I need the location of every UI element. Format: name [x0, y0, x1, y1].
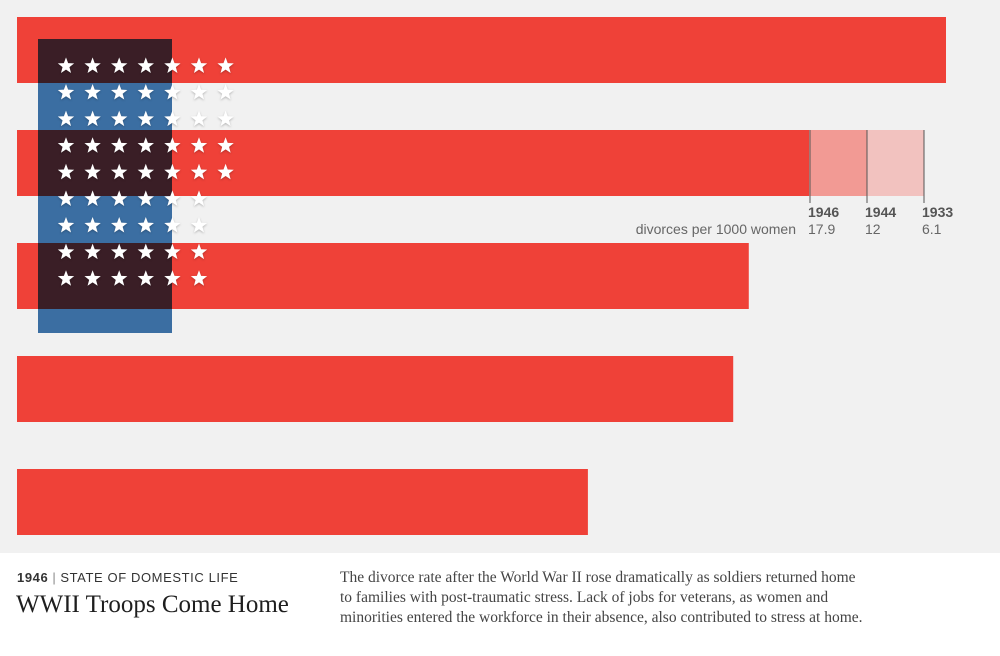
- legend-segment-1933: [867, 130, 924, 196]
- star-icon: [84, 217, 101, 233]
- star-icon: [217, 137, 234, 153]
- star-icon: [137, 163, 154, 180]
- star-icon: [164, 84, 181, 100]
- legend-label: divorces per 1000 women: [636, 221, 796, 237]
- star-icon: [164, 217, 181, 233]
- legend-value: 12: [865, 221, 881, 237]
- caption-body: The divorce rate after the World War II …: [340, 568, 990, 628]
- star-icon: [111, 137, 128, 153]
- star-icon: [164, 270, 181, 286]
- star-icon: [137, 57, 154, 73]
- star-icon: [190, 84, 208, 100]
- star-icon: [164, 137, 181, 153]
- kicker-category: STATE OF DOMESTIC LIFE: [60, 570, 239, 585]
- star-icon: [137, 270, 154, 286]
- legend-value: 17.9: [808, 221, 835, 237]
- star-icon: [190, 270, 208, 286]
- star-icon: [190, 190, 208, 206]
- legend-year: 1933: [922, 204, 953, 220]
- star-icon: [111, 84, 128, 100]
- star-icon: [57, 243, 75, 260]
- star-icon: [84, 84, 101, 100]
- kicker-year: 1946: [17, 570, 49, 585]
- legend-value: 6.1: [922, 221, 942, 237]
- star-icon: [84, 243, 101, 260]
- kicker-separator: |: [52, 570, 57, 585]
- star-icon: [111, 163, 128, 180]
- legend-segment-1944: [809, 130, 867, 196]
- page-title: WWII Troops Come Home: [16, 591, 289, 618]
- flag-canton: [38, 39, 234, 333]
- star-icon: [137, 243, 154, 260]
- caption-line: to families with post-traumatic stress. …: [340, 589, 829, 606]
- star-icon: [111, 217, 128, 233]
- star-icon: [84, 163, 101, 180]
- star-icon: [57, 137, 75, 153]
- star-icon: [217, 163, 234, 180]
- caption-panel: 1946 | STATE OF DOMESTIC LIFE WWII Troops …: [0, 553, 1000, 656]
- star-icon: [217, 110, 234, 127]
- star-icon: [57, 217, 75, 233]
- star-icon: [111, 270, 128, 286]
- star-icon: [190, 57, 208, 73]
- star-icon: [164, 190, 181, 206]
- star-icon: [111, 243, 128, 260]
- legend-year: 1944: [865, 204, 896, 220]
- bar: [17, 356, 734, 422]
- bars-layer: [17, 17, 946, 535]
- star-icon: [111, 57, 128, 73]
- star-icon: [84, 110, 101, 127]
- star-icon: [137, 84, 154, 100]
- caption-line: minorities entered the workforce in thei…: [340, 609, 863, 626]
- star-icon: [111, 190, 128, 206]
- star-icon: [164, 57, 181, 73]
- star-icon: [164, 163, 181, 180]
- star-icon: [84, 137, 101, 153]
- star-icon: [57, 84, 75, 100]
- star-icon: [137, 217, 154, 233]
- star-icon: [190, 243, 208, 260]
- star-icon: [164, 243, 181, 260]
- kicker: 1946 | STATE OF DOMESTIC LIFE: [17, 570, 238, 585]
- star-icon: [57, 163, 75, 180]
- star-icon: [190, 110, 208, 127]
- star-icon: [190, 163, 208, 180]
- caption-line: The divorce rate after the World War II …: [340, 569, 856, 586]
- star-icon: [57, 190, 75, 206]
- legend-year: 1946: [808, 204, 839, 220]
- star-icon: [137, 137, 154, 153]
- star-icon: [57, 57, 75, 73]
- star-icon: [190, 137, 208, 153]
- star-icon: [84, 190, 101, 206]
- star-icon: [84, 57, 101, 73]
- star-icon: [57, 110, 75, 127]
- star-icon: [111, 110, 128, 127]
- flag-blue-canton: [38, 39, 172, 333]
- chart-area: 1946 17.9 1944 12 1933 6.1 divorces per 1000 w…: [0, 0, 1000, 553]
- star-icon: [137, 110, 154, 127]
- star-icon: [57, 270, 75, 286]
- bar: [17, 469, 588, 535]
- star-icon: [217, 84, 234, 100]
- star-icon: [84, 270, 101, 286]
- star-icon: [137, 190, 154, 206]
- star-icon: [217, 57, 234, 73]
- star-icon: [164, 110, 181, 127]
- star-icon: [190, 217, 208, 233]
